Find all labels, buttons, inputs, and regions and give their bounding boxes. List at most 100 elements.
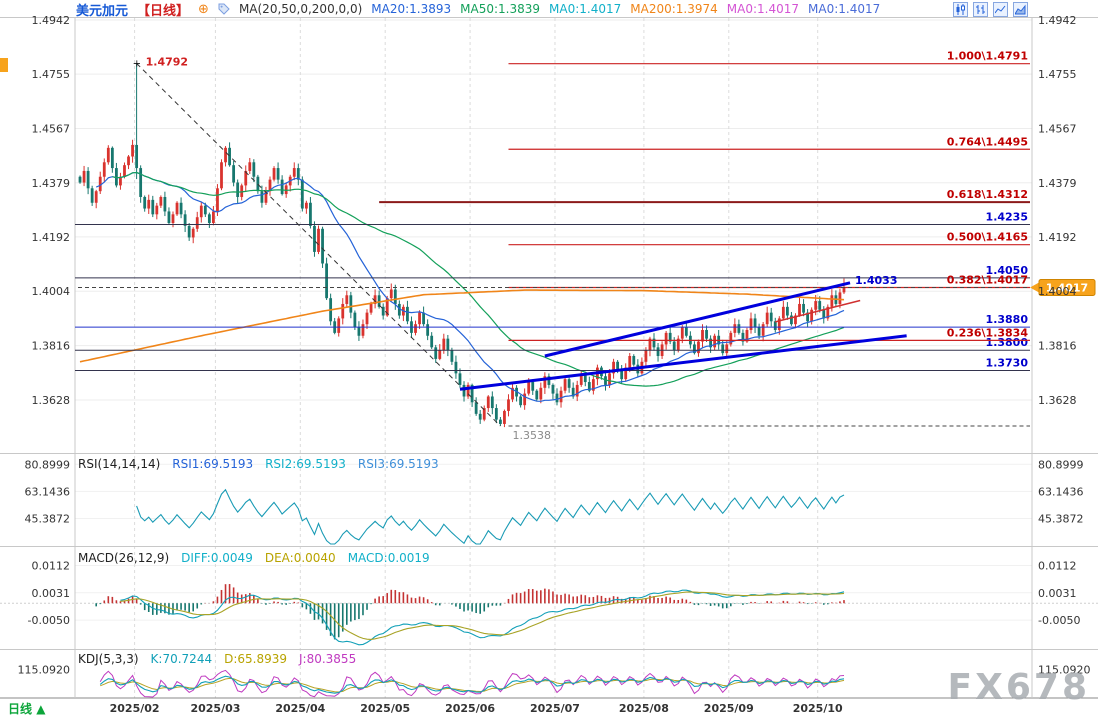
svg-text:1.4567: 1.4567 [32, 122, 71, 135]
svg-text:2025/09: 2025/09 [704, 702, 754, 715]
ma20-value: MA20:1.3893 [371, 2, 452, 16]
ma0-value-2: MA0:1.4017 [726, 2, 800, 16]
footer-period-label[interactable]: 日线 [8, 702, 33, 716]
svg-text:0.0031: 0.0031 [32, 587, 71, 600]
macd-pane-header: MACD(26,12,9) DIFF:0.0049 DEA:0.0040 MAC… [78, 551, 430, 565]
ma-lines-layer [79, 171, 845, 402]
svg-text:63.1436: 63.1436 [1038, 485, 1084, 498]
svg-text:1.3730: 1.3730 [986, 356, 1029, 369]
trend-lines-layer: +1.4792 1.4033 [133, 55, 907, 427]
chart-style-toolbar [953, 2, 1028, 17]
svg-text:1.3628: 1.3628 [32, 394, 71, 407]
candlestick-icon[interactable] [953, 2, 968, 17]
rsi3-value: RSI3:69.5193 [357, 457, 439, 471]
svg-text:80.8999: 80.8999 [1038, 458, 1084, 471]
svg-text:1.4004: 1.4004 [32, 285, 71, 298]
fx678-watermark: FX678 [947, 667, 1090, 708]
drawing-anchor-marker[interactable] [0, 58, 8, 72]
kdj-layer [99, 669, 845, 698]
ma200-value: MA200:1.3974 [630, 2, 718, 16]
svg-text:2025/05: 2025/05 [360, 702, 410, 715]
svg-text:2025/06: 2025/06 [445, 702, 495, 715]
ma-settings-label[interactable]: MA(20,50,0,200,0,0) [238, 2, 363, 16]
svg-text:1.4379: 1.4379 [32, 177, 71, 190]
rsi-layer [136, 488, 845, 545]
svg-text:80.8999: 80.8999 [25, 458, 71, 471]
d-value: D:65.8939 [224, 652, 287, 666]
svg-text:0.0112: 0.0112 [32, 560, 71, 573]
svg-text:2025/07: 2025/07 [530, 702, 580, 715]
svg-text:2025/03: 2025/03 [190, 702, 240, 715]
svg-text:0.0031: 0.0031 [1038, 587, 1077, 600]
rsi2-value: RSI2:69.5193 [265, 457, 346, 471]
footer-up-arrow-icon[interactable]: ▲ [36, 702, 46, 716]
kdj-pane-header: KDJ(5,3,3) K:70.7244 D:65.8939 J:80.3855 [78, 652, 356, 666]
svg-text:0.618\1.4312: 0.618\1.4312 [947, 188, 1028, 201]
settings-icon[interactable]: ⊕ [198, 1, 209, 17]
diff-value: DIFF:0.0049 [181, 551, 253, 565]
svg-text:1.4942: 1.4942 [32, 14, 71, 27]
svg-text:0.500\1.4165: 0.500\1.4165 [947, 231, 1028, 244]
svg-text:2025/10: 2025/10 [793, 702, 843, 715]
svg-text:1.3816: 1.3816 [1038, 340, 1077, 353]
svg-text:45.3872: 45.3872 [1038, 512, 1084, 525]
ma0-value-3: MA0:1.4017 [808, 2, 881, 16]
area-chart-icon[interactable] [1013, 2, 1028, 17]
current-price-layer: 1.4017 [1030, 278, 1096, 296]
svg-text:1.3628: 1.3628 [1038, 394, 1077, 407]
chart-header: 美元加元 【日线】 ⊕ MA(20,50,0,200,0,0) MA20:1.3… [76, 1, 881, 19]
kdj-settings-label[interactable]: KDJ(5,3,3) [78, 652, 139, 666]
svg-text:+: + [133, 58, 141, 69]
symbol-name[interactable]: 美元加元 [76, 3, 129, 19]
ohlc-bars-icon[interactable] [973, 2, 988, 17]
svg-text:1.4235: 1.4235 [986, 210, 1028, 223]
rsi-settings-label[interactable]: RSI(14,14,14) [78, 457, 161, 471]
period-label[interactable]: 【日线】 [137, 3, 190, 19]
pane-borders [0, 17, 1098, 699]
svg-text:2025/08: 2025/08 [619, 702, 669, 715]
svg-text:2025/02: 2025/02 [110, 702, 160, 715]
footer-period-selector[interactable]: 日线 ▲ [8, 700, 45, 717]
svg-text:1.4017: 1.4017 [1046, 281, 1088, 294]
svg-text:1.3816: 1.3816 [32, 340, 71, 353]
svg-text:1.4192: 1.4192 [32, 231, 71, 244]
svg-text:115.0920: 115.0920 [18, 664, 71, 677]
svg-text:1.4050: 1.4050 [986, 264, 1029, 277]
svg-text:1.4755: 1.4755 [32, 68, 71, 81]
svg-text:-0.0050: -0.0050 [1038, 614, 1080, 627]
svg-text:115.0920: 115.0920 [1038, 664, 1091, 677]
rsi-pane-header: RSI(14,14,14) RSI1:69.5193 RSI2:69.5193 … [78, 457, 439, 471]
svg-text:0.764\1.4495: 0.764\1.4495 [947, 135, 1028, 148]
svg-text:-0.0050: -0.0050 [28, 614, 70, 627]
ma0-value-1: MA0:1.4017 [549, 2, 622, 16]
svg-text:1.4942: 1.4942 [1038, 14, 1077, 27]
macd-value: MACD:0.0019 [347, 551, 430, 565]
level-lines-layer: 1.4235 1.4050 1.3880 1.3800 1.3730 1.000\1.47… [75, 50, 1030, 442]
svg-text:1.4567: 1.4567 [1038, 122, 1077, 135]
indicator-tag-icon[interactable] [218, 3, 230, 15]
line-chart-icon[interactable] [993, 2, 1008, 17]
svg-text:63.1436: 63.1436 [25, 485, 71, 498]
svg-text:1.4033: 1.4033 [855, 274, 897, 287]
svg-text:1.3800: 1.3800 [986, 336, 1029, 349]
svg-text:0.382\1.4017: 0.382\1.4017 [947, 273, 1028, 286]
j-value: J:80.3855 [299, 652, 357, 666]
axis-labels-layer: 1.4942 1.4942 1.4755 1.4755 1.4567 1.4567 1.43… [18, 14, 1091, 715]
svg-text:1.4792: 1.4792 [146, 55, 188, 68]
svg-text:0.236\1.3834: 0.236\1.3834 [947, 326, 1029, 339]
svg-text:1.4192: 1.4192 [1038, 231, 1077, 244]
svg-text:1.000\1.4791: 1.000\1.4791 [947, 50, 1028, 63]
svg-text:1.3880: 1.3880 [986, 313, 1029, 326]
macd-layer [95, 584, 845, 646]
k-value: K:70.7244 [150, 652, 213, 666]
svg-text:1.3538: 1.3538 [512, 429, 551, 442]
ma50-value: MA50:1.3839 [460, 2, 541, 16]
svg-text:2025/04: 2025/04 [275, 702, 325, 715]
svg-text:1.4755: 1.4755 [1038, 68, 1077, 81]
macd-settings-label[interactable]: MACD(26,12,9) [78, 551, 170, 565]
svg-text:45.3872: 45.3872 [25, 512, 71, 525]
rsi1-value: RSI1:69.5193 [172, 457, 254, 471]
svg-text:1.4004: 1.4004 [1038, 285, 1077, 298]
